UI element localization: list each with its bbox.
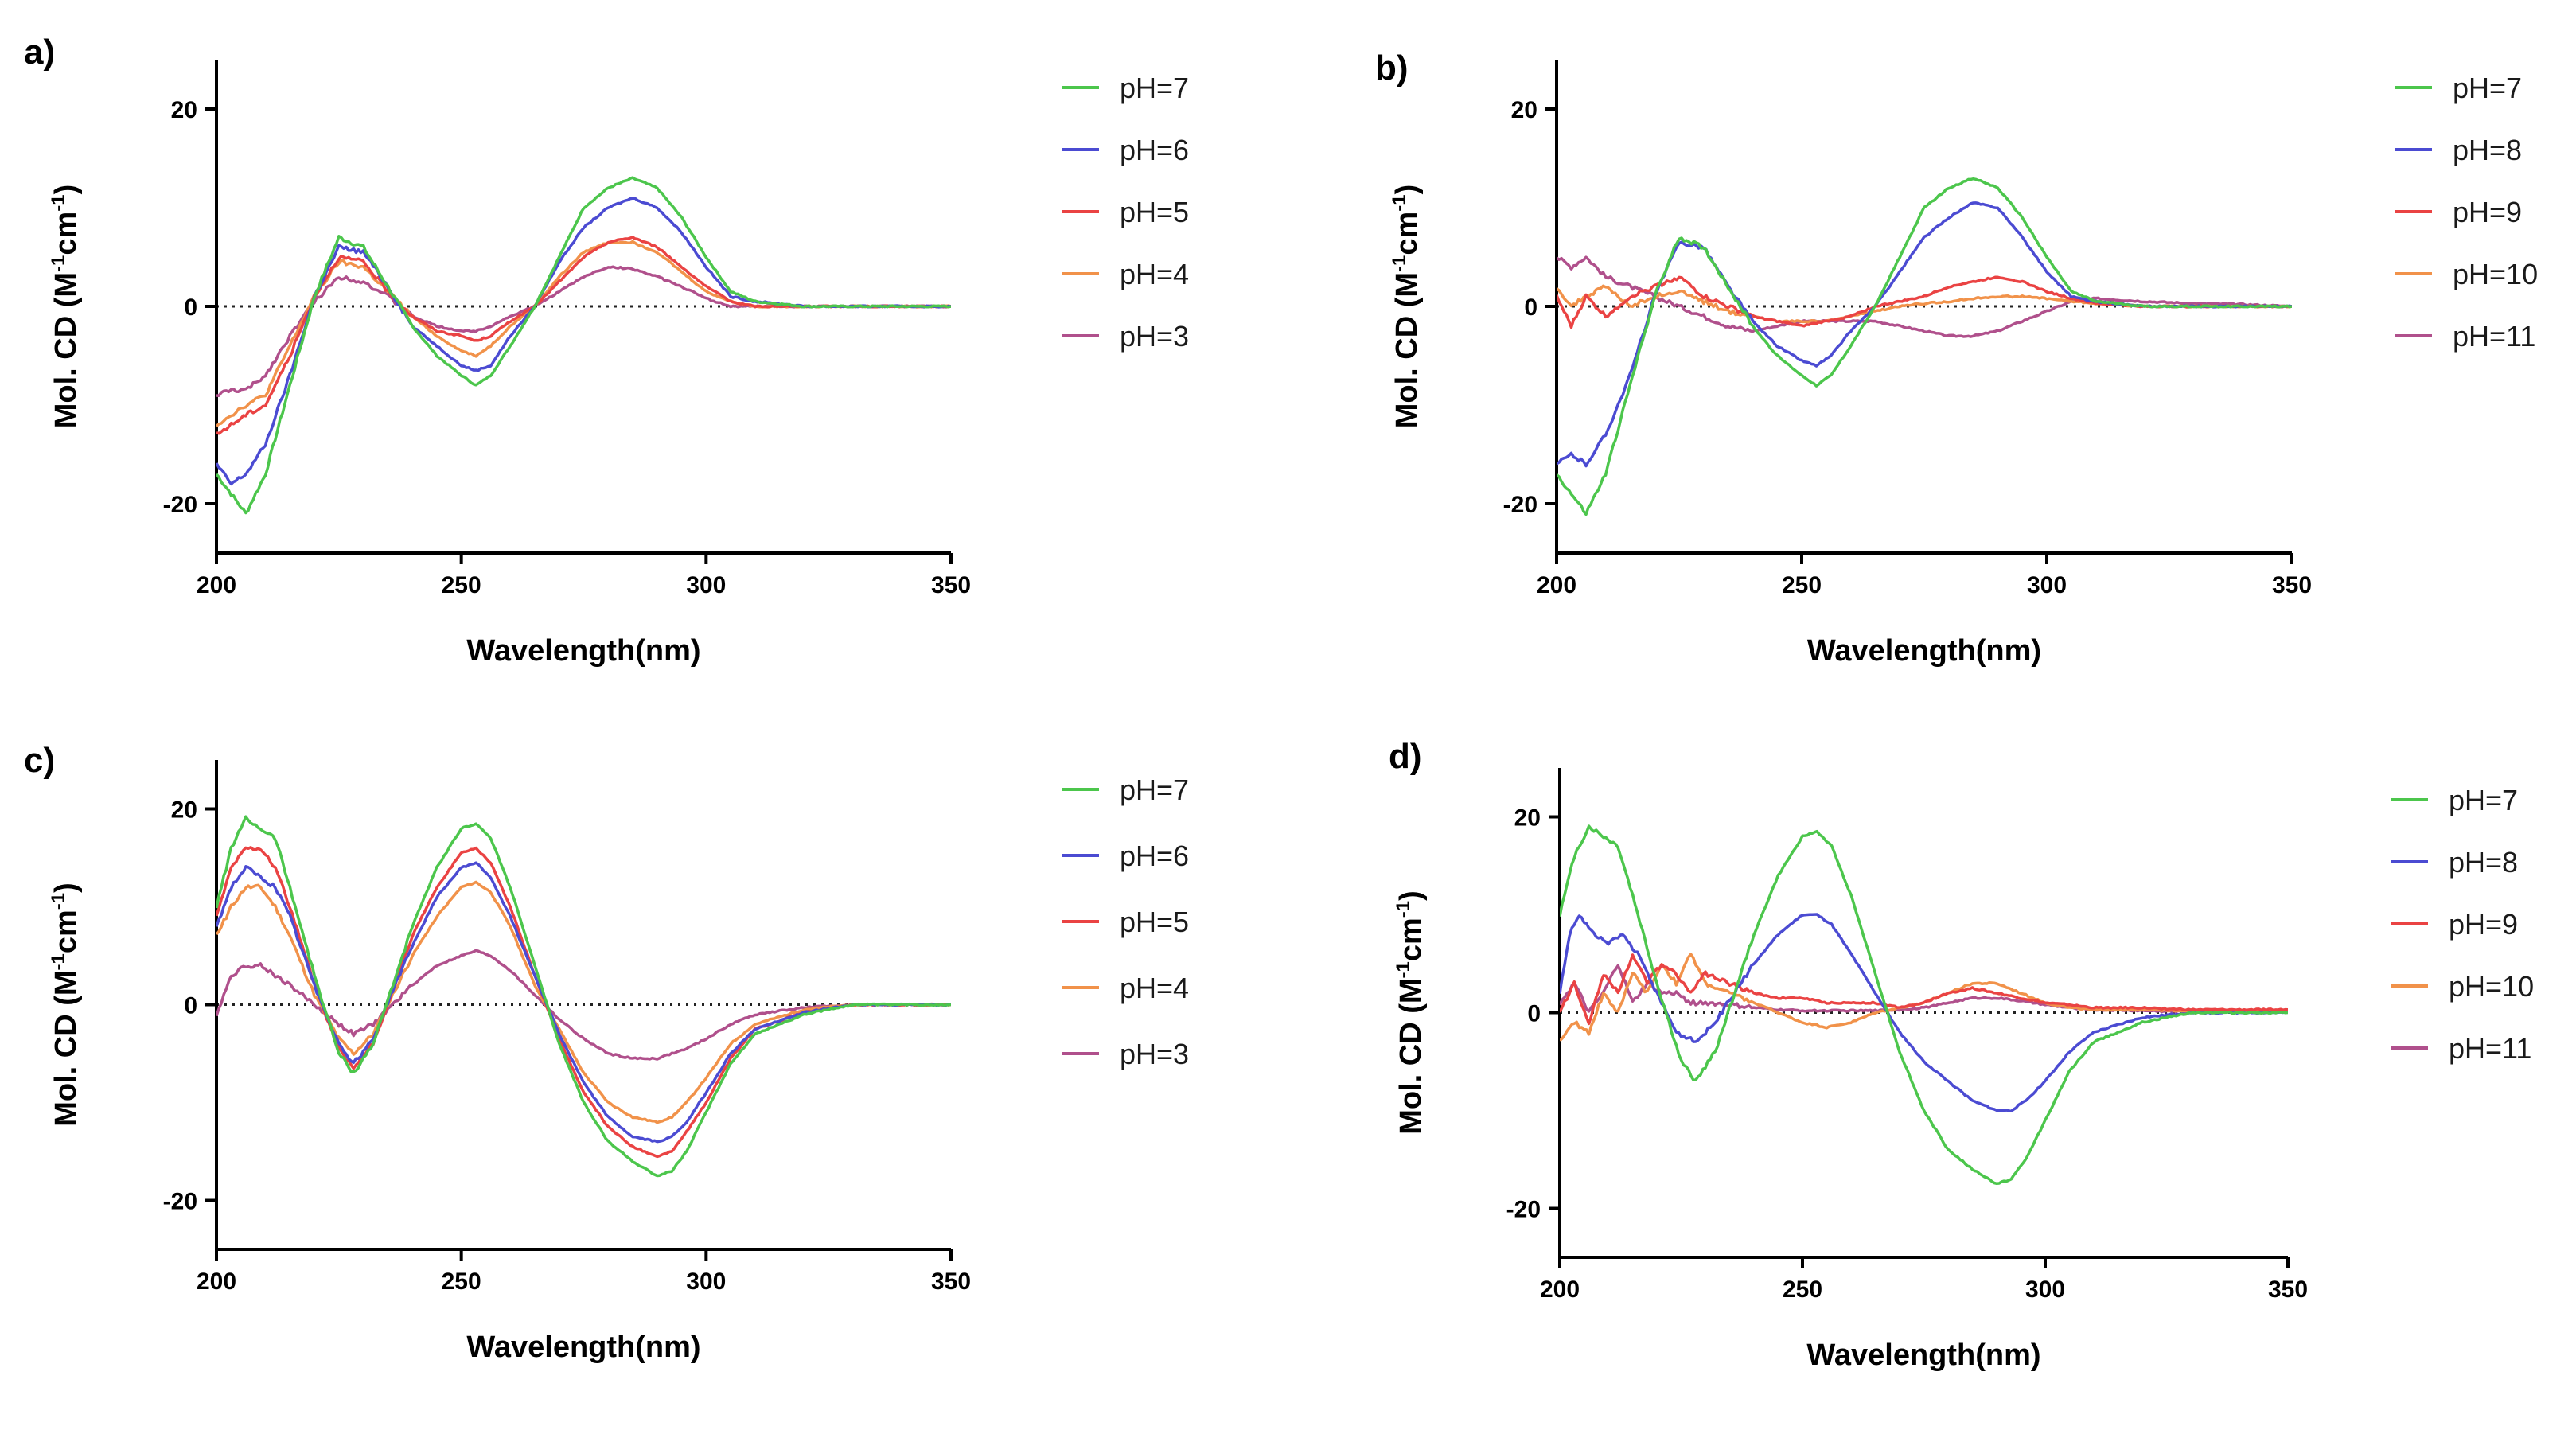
series-line-pH=10 — [1560, 953, 2288, 1042]
legend-label: pH=4 — [1120, 972, 1189, 1004]
series-line-pH=7 — [216, 815, 951, 1178]
y-axis-title-mid: cm — [1390, 212, 1424, 255]
legend-label: pH=3 — [1120, 1038, 1189, 1070]
x-axis-title: Wavelength(nm) — [1806, 1338, 2040, 1372]
y-axis-title-mid: cm — [49, 910, 83, 953]
y-tick-label: -20 — [163, 492, 197, 518]
y-axis-title-sup1: -1 — [48, 953, 69, 970]
x-tick-label: 350 — [931, 572, 971, 598]
y-axis-title-suffix: ) — [49, 883, 83, 893]
legend-label: pH=7 — [2453, 72, 2522, 104]
series-line-pH=3 — [216, 265, 951, 397]
legend-label: pH=4 — [1120, 258, 1189, 290]
series-line-pH=4 — [216, 880, 951, 1124]
x-tick-label: 200 — [197, 1268, 236, 1295]
x-tick-label: 300 — [686, 572, 726, 598]
legend-label: pH=5 — [1120, 906, 1189, 938]
y-axis-title-sup2: -1 — [1393, 901, 1414, 918]
y-axis-title: Mol. CD (M-1cm-1) — [48, 185, 83, 429]
series-line-pH=9 — [1560, 953, 2288, 1026]
y-tick-label: -20 — [1503, 492, 1537, 518]
series-line-pH=8 — [1560, 913, 2288, 1113]
panel-label: d) — [1389, 737, 1422, 776]
y-axis-title-sup1: -1 — [1393, 961, 1414, 978]
y-axis-title-suffix: ) — [49, 185, 83, 195]
x-tick-label: 200 — [1540, 1276, 1580, 1303]
x-tick-label: 300 — [2027, 572, 2067, 598]
y-tick-label: 0 — [184, 294, 197, 321]
y-axis-title-sup1: -1 — [1389, 255, 1410, 272]
y-tick-label: -20 — [1506, 1197, 1541, 1223]
x-tick-label: 350 — [931, 1268, 971, 1295]
y-tick-label: 20 — [171, 97, 197, 123]
y-axis-title-mid: cm — [1394, 918, 1428, 961]
legend-label: pH=10 — [2449, 970, 2534, 1003]
x-axis-title: Wavelength(nm) — [1807, 634, 2041, 668]
x-tick-label: 300 — [2025, 1276, 2065, 1303]
legend-label: pH=11 — [2449, 1032, 2531, 1065]
series-line-pH=5 — [216, 846, 951, 1159]
y-axis-title: Mol. CD (M-1cm-1) — [48, 883, 83, 1127]
legend-label: pH=6 — [1120, 134, 1189, 166]
y-tick-label: 0 — [1524, 294, 1537, 321]
y-axis-title-sup2: -1 — [48, 893, 69, 910]
y-tick-label: -20 — [163, 1189, 197, 1215]
legend-label: pH=6 — [1120, 840, 1189, 872]
legend-label: pH=11 — [2453, 320, 2535, 353]
x-tick-label: 250 — [1783, 1276, 1822, 1303]
series-line-pH=8 — [1557, 201, 2292, 468]
y-tick-label: 0 — [184, 993, 197, 1019]
legend-label: pH=7 — [1120, 72, 1189, 104]
panel-label: a) — [24, 33, 55, 72]
y-axis-title-prefix: Mol. CD (M — [1394, 978, 1428, 1134]
legend-label: pH=10 — [2453, 258, 2538, 290]
series-line-pH=7 — [1557, 177, 2292, 516]
legend-label: pH=7 — [1120, 773, 1189, 806]
series-line-pH=6 — [216, 197, 951, 486]
panel-label: c) — [24, 741, 55, 780]
x-tick-label: 350 — [2272, 572, 2312, 598]
legend-label: pH=5 — [1120, 196, 1189, 228]
series-line-pH=7 — [1560, 824, 2288, 1186]
y-axis-title: Mol. CD (M-1cm-1) — [1389, 185, 1424, 429]
x-tick-label: 200 — [197, 572, 236, 598]
x-tick-label: 300 — [686, 1268, 726, 1295]
y-axis-title-sup2: -1 — [1389, 194, 1410, 211]
y-tick-label: 20 — [1511, 97, 1537, 123]
x-tick-label: 250 — [442, 1268, 481, 1295]
y-axis-title-sup1: -1 — [48, 255, 69, 272]
panel-label: b) — [1375, 49, 1409, 88]
x-tick-label: 350 — [2268, 1276, 2308, 1303]
y-axis-title: Mol. CD (M-1cm-1) — [1393, 890, 1428, 1135]
y-axis-title-prefix: Mol. CD (M — [49, 970, 83, 1126]
y-tick-label: 20 — [171, 797, 197, 824]
series-line-pH=7 — [216, 176, 951, 515]
legend-label: pH=8 — [2449, 846, 2518, 879]
y-tick-label: 20 — [1514, 805, 1541, 832]
x-tick-label: 250 — [442, 572, 481, 598]
y-axis-title-mid: cm — [49, 212, 83, 255]
x-axis-title: Wavelength(nm) — [466, 634, 700, 668]
legend-label: pH=9 — [2453, 196, 2522, 228]
y-axis-title-suffix: ) — [1390, 185, 1424, 195]
legend-label: pH=7 — [2449, 784, 2518, 816]
y-tick-label: 0 — [1527, 1001, 1541, 1027]
x-tick-label: 250 — [1782, 572, 1822, 598]
legend-label: pH=8 — [2453, 134, 2522, 166]
y-axis-title-suffix: ) — [1394, 890, 1428, 901]
series-line-pH=11 — [1557, 255, 2292, 338]
x-axis-title: Wavelength(nm) — [466, 1331, 700, 1364]
legend-label: pH=9 — [2449, 908, 2518, 941]
y-axis-title-prefix: Mol. CD (M — [49, 272, 83, 428]
y-axis-title-sup2: -1 — [48, 194, 69, 211]
y-axis-title-prefix: Mol. CD (M — [1390, 272, 1424, 428]
x-tick-label: 200 — [1537, 572, 1576, 598]
legend-label: pH=3 — [1120, 320, 1189, 353]
